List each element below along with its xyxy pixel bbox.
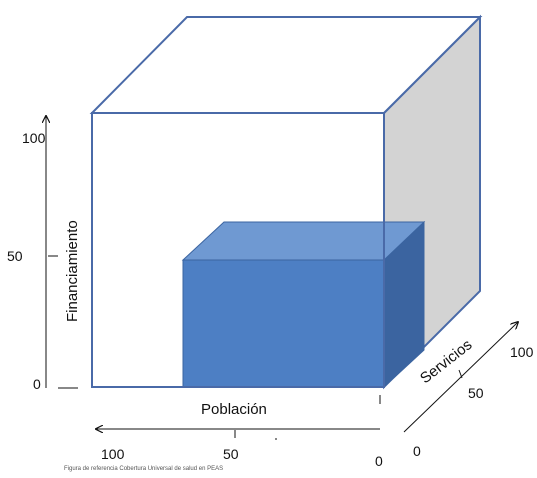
horizontal-tick-0: 0 xyxy=(375,453,383,469)
vertical-tick-50: 50 xyxy=(7,248,23,264)
vertical-tick-100: 100 xyxy=(22,130,46,146)
cube-front-face xyxy=(91,112,385,388)
coverage-block xyxy=(181,220,426,389)
horizontal-tick-50: 50 xyxy=(223,446,239,462)
figure-caption: Figura de referencia Cobertura Universal… xyxy=(64,466,223,472)
horizontal-tick-100: 100 xyxy=(101,446,125,462)
vertical-axis: 100 50 0 Financiamiento xyxy=(7,116,81,392)
coverage-block-top xyxy=(181,221,426,261)
coverage-block-front xyxy=(182,259,385,388)
depth-tick-50: 50 xyxy=(468,385,484,401)
horizontal-axis: Población 100 50 0 xyxy=(96,395,383,469)
vertical-axis-label: Financiamiento xyxy=(64,220,81,322)
horizontal-axis-label: Población xyxy=(201,401,267,418)
depth-tick-0: 0 xyxy=(413,443,421,459)
depth-tick-100: 100 xyxy=(510,344,534,360)
vertical-tick-0: 0 xyxy=(33,376,41,392)
